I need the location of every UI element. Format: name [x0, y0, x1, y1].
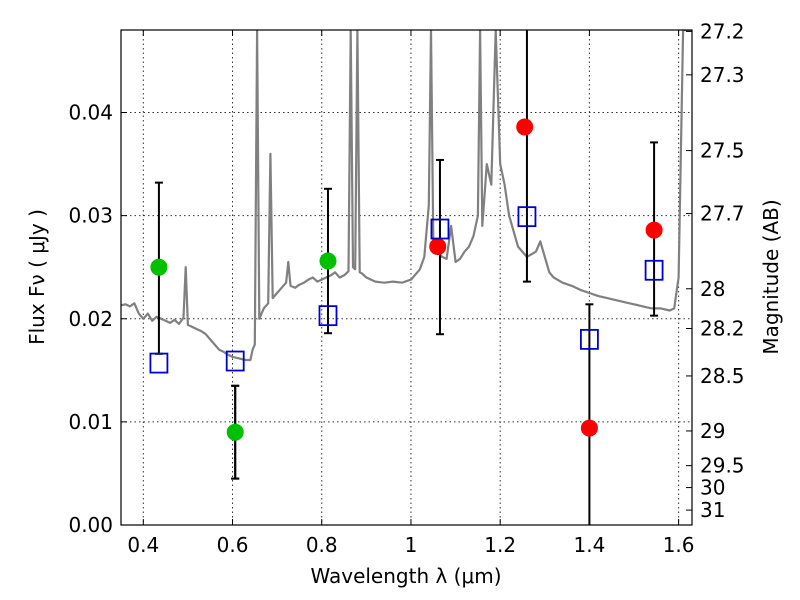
- x-tick-label: 1: [405, 533, 418, 557]
- x-tick-label: 0.4: [127, 533, 159, 557]
- error-bars: [154, 30, 659, 525]
- model-spectrum: [121, 30, 692, 362]
- model-flux-point: [644, 259, 664, 281]
- model-flux-point: [430, 218, 450, 240]
- data-point: [516, 118, 534, 136]
- data-point: [645, 221, 663, 239]
- model-flux-point: [579, 328, 599, 350]
- x-axis-ticks: 0.4 0.6 0.8 1 1.2 1.4 1.6: [127, 30, 695, 557]
- x-tick-label: 0.6: [217, 533, 249, 557]
- x-tick-label: 1.6: [663, 533, 695, 557]
- y-axis-label: Flux Fν ( μJy ): [25, 209, 49, 345]
- data-point: [226, 423, 244, 441]
- x-tick-label: 1.2: [484, 533, 516, 557]
- data-markers: [149, 118, 664, 441]
- y-tick-label: 0.04: [68, 101, 113, 125]
- data-point: [429, 238, 447, 256]
- magnitude-tick-label: 31: [700, 498, 725, 522]
- magnitude-tick-label: 27.7: [700, 202, 745, 226]
- magnitude-tick-label: 28: [700, 277, 725, 301]
- x-tick-label: 0.8: [306, 533, 338, 557]
- magnitude-axis-label: Magnitude (AB): [759, 199, 783, 354]
- grid: [121, 30, 692, 526]
- magnitude-tick-label: 28.2: [700, 316, 745, 340]
- spectrum-line: [121, 30, 692, 362]
- magnitude-tick-label: 28.5: [700, 364, 745, 388]
- y-tick-label: 0.01: [68, 410, 113, 434]
- data-point: [580, 419, 598, 437]
- magnitude-tick-label: 29: [700, 419, 725, 443]
- magnitude-tick-label: 30: [700, 476, 725, 500]
- model-flux-point: [149, 352, 169, 374]
- plot-frame: [120, 29, 693, 526]
- model-flux-point: [225, 350, 245, 372]
- x-tick-label: 1.4: [573, 533, 605, 557]
- data-point: [319, 252, 337, 270]
- data-point: [150, 258, 168, 276]
- y-tick-label: 0.02: [68, 307, 113, 331]
- y-tick-label: 0.03: [68, 204, 113, 228]
- magnitude-tick-label: 27.2: [700, 19, 745, 43]
- model-flux-point: [318, 305, 338, 327]
- y-tick-label: 0.00: [68, 513, 113, 537]
- magnitude-tick-label: 29.5: [700, 454, 745, 478]
- x-axis-label: Wavelength λ (μm): [310, 564, 501, 588]
- magnitude-tick-label: 27.5: [700, 139, 745, 163]
- model-flux-point: [517, 206, 537, 228]
- magnitude-tick-label: 27.3: [700, 63, 745, 87]
- y-axis-ticks: 0.00 0.01 0.02 0.03 0.04: [68, 101, 127, 537]
